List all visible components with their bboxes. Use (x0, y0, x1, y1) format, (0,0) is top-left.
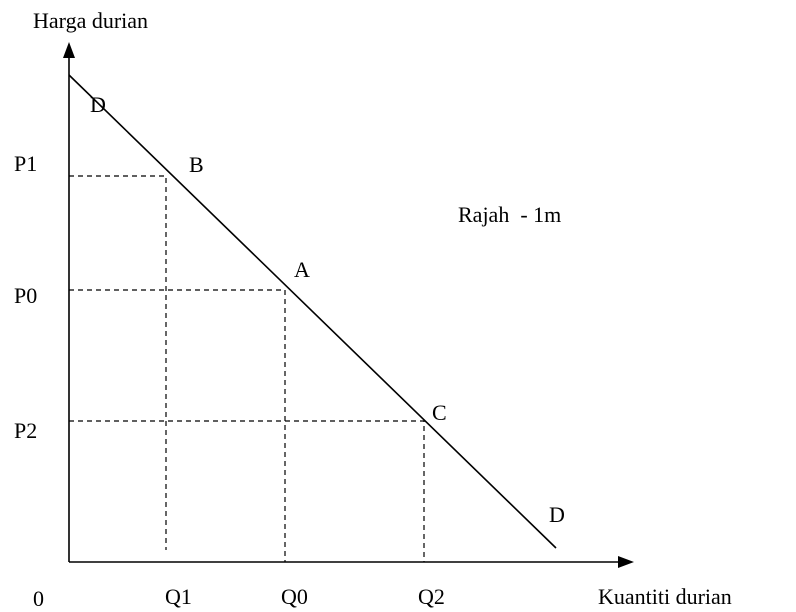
guide-p0-q0 (69, 289, 286, 562)
price-label: P0 (14, 283, 37, 308)
y-arrow (63, 42, 75, 58)
y-axis-label: Harga durian (33, 8, 148, 33)
point-label: C (432, 400, 447, 425)
point-label: D (90, 92, 106, 117)
caption: Rajah - 1m (458, 202, 561, 227)
guide-p1-q1 (69, 175, 167, 550)
price-label: P1 (14, 151, 37, 176)
guide-p2-q2 (69, 420, 425, 562)
demand-curve (68, 74, 557, 549)
x-axis-label: Kuantiti durian (598, 584, 732, 609)
quantity-label: Q0 (281, 584, 308, 609)
x-arrow (618, 556, 634, 568)
price-label: P2 (14, 418, 37, 443)
point-label: B (189, 152, 204, 177)
origin-label: 0 (33, 586, 44, 611)
point-label: A (294, 257, 310, 282)
point-label: D (549, 502, 565, 527)
quantity-label: Q2 (418, 584, 445, 609)
quantity-label: Q1 (165, 584, 192, 609)
